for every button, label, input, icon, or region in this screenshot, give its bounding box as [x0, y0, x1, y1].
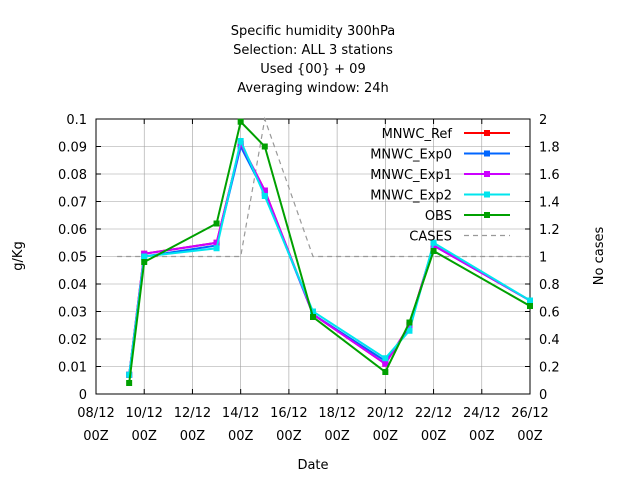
y-tick-label: 0.04: [58, 278, 87, 293]
data-point-mnwc-exp2: [527, 297, 533, 304]
data-point-mnwc-exp2: [126, 371, 133, 378]
y-tick-label: 0.03: [58, 306, 87, 321]
data-point-mnwc-exp2: [430, 239, 437, 246]
y2-tick-label: 1.6: [539, 168, 560, 183]
data-point-mnwc-exp1: [213, 239, 220, 246]
data-point-mnwc-exp2: [261, 193, 268, 199]
title-line: Used {00} + 09: [260, 62, 365, 77]
x-tick-label: 00Z: [276, 429, 302, 444]
y-tick-label: 0.02: [58, 333, 87, 348]
legend-marker: [484, 150, 490, 157]
x-tick-label: 22/12: [415, 406, 452, 421]
y2-tick-label: 1.2: [539, 223, 560, 238]
x-tick-label: 00Z: [228, 429, 254, 444]
x-tick-label: 26/12: [511, 406, 548, 421]
title-line: Selection: ALL 3 stations: [233, 43, 393, 58]
x-tick-label: 00Z: [324, 429, 350, 444]
y-tick-label: 0.01: [58, 361, 87, 376]
x-tick-label: 00Z: [469, 429, 495, 444]
x-tick-label: 00Z: [517, 429, 543, 444]
data-point-obs: [261, 143, 268, 150]
y-axis-ticks: 0 0.01 0.02 0.03 0.04 0.05 0.06 0.07 0.08 0.09 0.1: [58, 113, 101, 403]
data-point-obs: [141, 259, 148, 265]
y-tick-label: 0.09: [58, 141, 87, 156]
x-tick-label: 00Z: [373, 429, 399, 444]
y-tick-label: 0.07: [58, 196, 87, 211]
data-point-mnwc-exp2: [213, 245, 220, 252]
x-tick-label: 00Z: [83, 429, 109, 444]
data-point-mnwc-exp1: [261, 187, 268, 194]
legend-marker: [484, 212, 490, 218]
legend-label: MNWC_Exp0: [370, 148, 452, 163]
series-line-mnwc-ref: [128, 140, 531, 375]
x-tick-label: 00Z: [180, 429, 206, 444]
y2-tick-label: 0.4: [539, 333, 560, 348]
data-point-mnwc-exp2: [237, 138, 244, 144]
data-point-mnwc-exp2: [310, 308, 316, 315]
x-tick-label: 20/12: [367, 406, 404, 421]
y2-tick-label: 1: [539, 251, 547, 266]
y-axis-label: g/Kg: [11, 241, 26, 270]
series-line-cases: [117, 116, 530, 258]
x-tick-label: 10/12: [125, 406, 162, 421]
legend-marker: [484, 130, 490, 136]
y2-axis-ticks: 0 0.2 0.4 0.6 0.8 1 1.2 1.4 1.6 1.8 2: [525, 113, 560, 403]
x-tick-label: 00Z: [421, 429, 447, 444]
legend-label: CASES: [409, 230, 452, 245]
y-tick-label: 0.06: [58, 223, 87, 238]
y2-tick-label: 1.4: [539, 196, 560, 211]
y2-tick-label: 0: [539, 388, 547, 403]
series-line-mnwc-exp0: [128, 143, 531, 375]
x-tick-label: 16/12: [270, 406, 307, 421]
y2-tick-label: 0.2: [539, 361, 560, 376]
y2-tick-label: 1.8: [539, 141, 560, 156]
title-line: Specific humidity 300hPa: [231, 24, 396, 39]
y2-tick-label: 0.8: [539, 278, 560, 293]
y-tick-label: 0: [79, 388, 87, 403]
x-tick-label: 24/12: [463, 406, 500, 421]
series-line-mnwc-exp2: [128, 137, 531, 375]
legend-label: MNWC_Ref: [382, 127, 453, 142]
data-point-obs: [382, 369, 389, 375]
x-tick-label: 12/12: [174, 406, 211, 421]
data-point-obs: [430, 248, 437, 254]
y-tick-label: 0.1: [66, 113, 87, 128]
legend-marker: [484, 171, 490, 177]
x-tick-label: 08/12: [77, 406, 114, 421]
x-tick-label: 18/12: [318, 406, 355, 421]
data-point-obs: [213, 220, 220, 227]
legend: MNWC_Ref MNWC_Exp0 MNWC_Exp1 MNWC_Exp2 OBS CA…: [370, 127, 510, 245]
legend-label: MNWC_Exp2: [370, 189, 452, 204]
y-tick-label: 0.05: [58, 251, 87, 266]
x-tick-label: 14/12: [222, 406, 259, 421]
y2-tick-label: 2: [539, 113, 547, 128]
y2-tick-label: 0.6: [539, 306, 560, 321]
legend-marker: [484, 191, 490, 198]
legend-label: MNWC_Exp1: [370, 168, 452, 183]
x-tick-label: 00Z: [131, 429, 157, 444]
y-tick-label: 0.08: [58, 168, 87, 183]
data-point-obs: [237, 118, 244, 125]
series-line-obs: [128, 119, 531, 384]
data-point-mnwc-exp1: [382, 360, 389, 367]
data-point-mnwc-exp2: [406, 327, 413, 334]
data-point-obs: [527, 303, 533, 309]
series-lines: [117, 116, 533, 386]
data-point-mnwc-exp2: [382, 355, 389, 362]
chart-title: Specific humidity 300hPa Selection: ALL 3…: [231, 24, 396, 96]
x-axis-label: Date: [297, 458, 328, 473]
data-point-mnwc-exp2: [141, 253, 148, 260]
series-line-mnwc-exp1: [128, 140, 531, 375]
title-line: Averaging window: 24h: [237, 81, 389, 96]
data-point-obs: [126, 380, 133, 386]
data-point-obs: [310, 314, 316, 320]
data-point-obs: [406, 319, 413, 326]
x-axis-ticks: 08/12 00Z 10/12 00Z 12/12 00Z 14/12 00Z 16/12 00Z…: [77, 119, 549, 444]
y2-axis-label: No cases: [592, 227, 607, 286]
legend-label: OBS: [425, 209, 452, 224]
